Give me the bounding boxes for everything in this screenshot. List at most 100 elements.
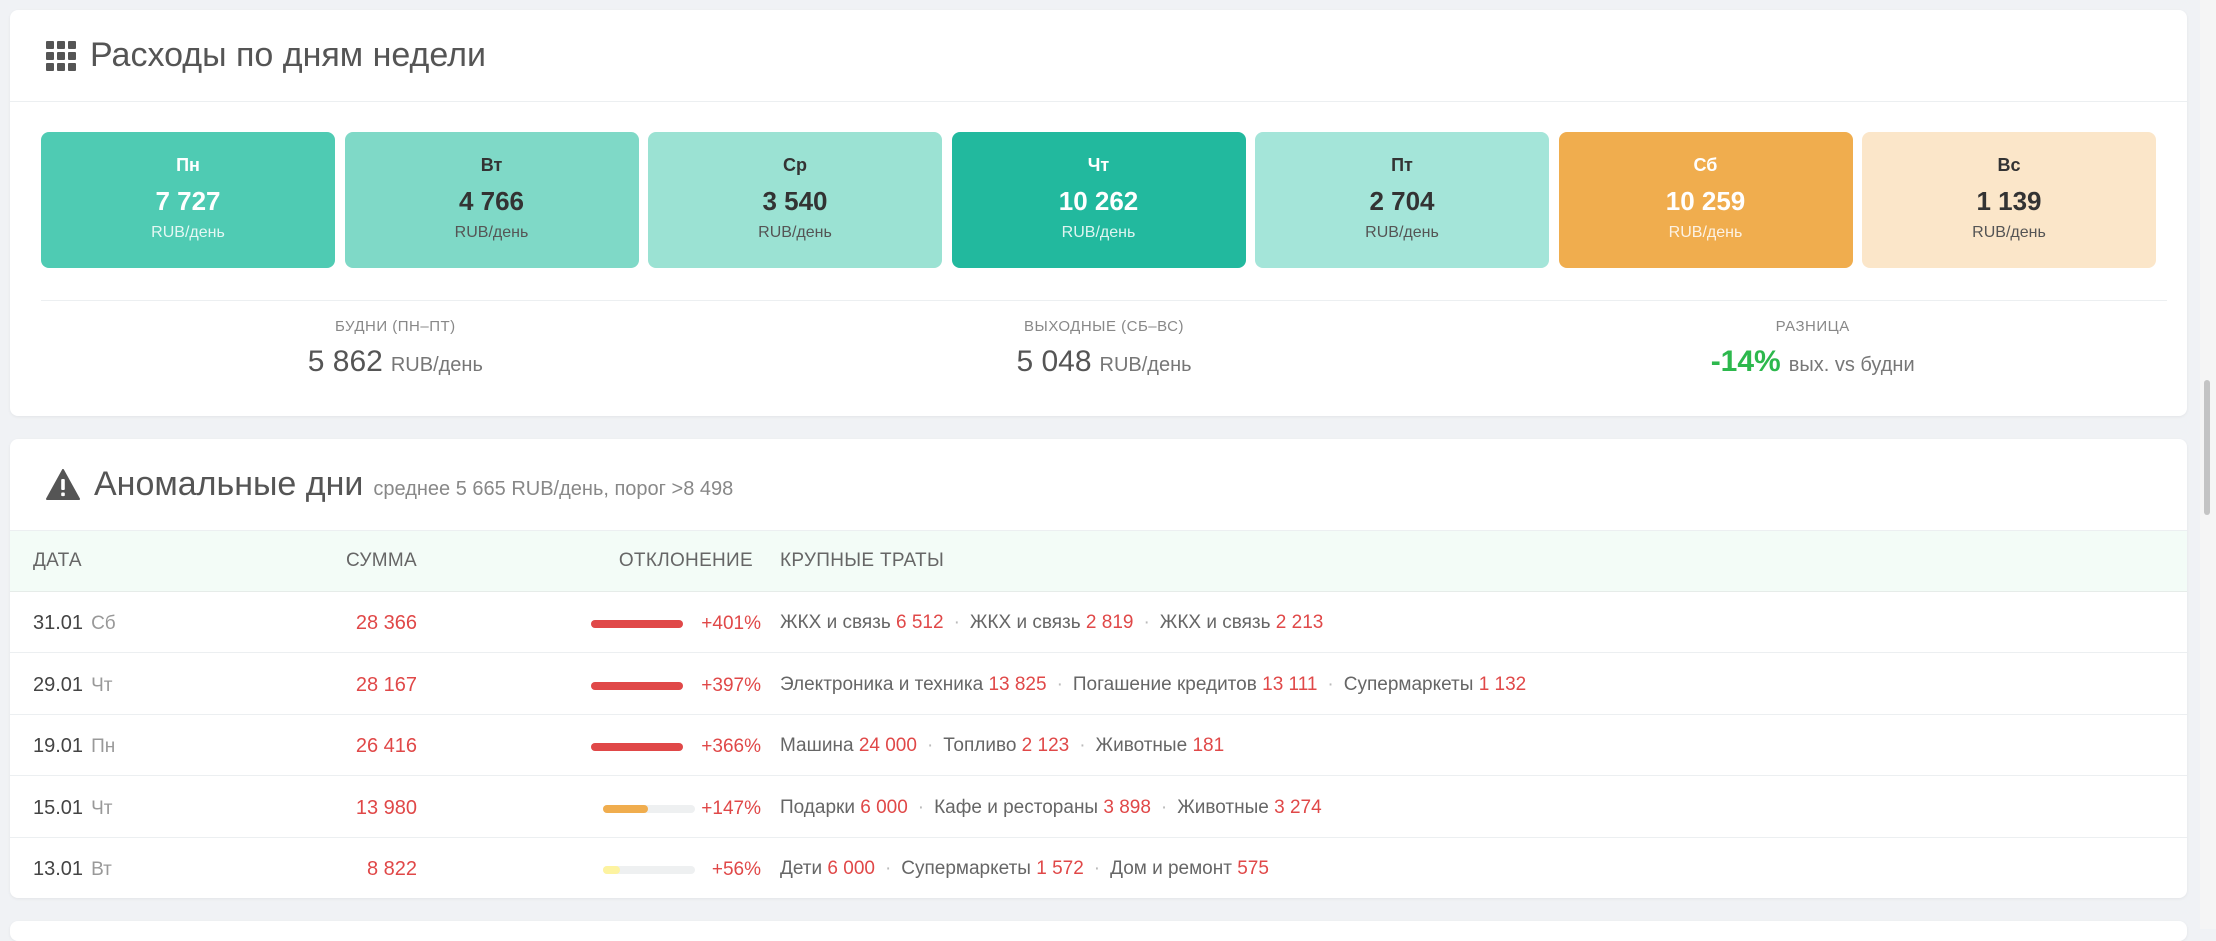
weekday-unit: RUB/день: [1061, 224, 1136, 241]
summary-stat: РАЗНИЦА -14% вых. vs будни: [1458, 318, 2167, 379]
column-header-sum[interactable]: СУММА: [346, 550, 417, 571]
row-weekday: Вт: [91, 859, 112, 880]
next-card-edge: [10, 921, 2187, 941]
row-date-cell: 19.01 Пн: [33, 735, 115, 758]
row-large-expenses: ЖКХ и связь 6 512 · ЖКХ и связь 2 819 · ЖКХ …: [780, 612, 1323, 634]
expense-amount: 2 819: [1085, 612, 1134, 633]
expense-category: Животные: [1095, 735, 1188, 756]
row-date: 15.01: [33, 796, 84, 819]
table-row[interactable]: 19.01 Пн 26 416 +366% Машина 24 000 · Топливо …: [10, 715, 2187, 776]
table-row[interactable]: 13.01 Вт 8 822 +56% Дети 6 000 · Супермаркеты …: [10, 838, 2187, 898]
scrollbar-thumb[interactable]: [2204, 380, 2210, 515]
row-date-cell: 29.01 Чт: [33, 674, 112, 697]
expense-category: Дети: [780, 858, 823, 879]
expense-amount: 3 274: [1274, 796, 1322, 818]
row-sum: 28 366: [355, 612, 417, 634]
expense-category: ЖКХ и связь: [780, 612, 891, 633]
row-date-cell: 13.01 Вт: [33, 858, 112, 881]
deviation-bar: [591, 681, 683, 690]
table-row[interactable]: 15.01 Чт 13 980 +147% Подарки 6 000 · Кафе и р…: [10, 777, 2187, 838]
row-large-expenses: Подарки 6 000 · Кафе и рестораны 3 898 · Жив…: [780, 797, 1322, 819]
weekday-tile: Вс 1 139 RUB/день: [1862, 132, 2156, 268]
row-date-cell: 31.01 Сб: [33, 612, 116, 635]
expense-amount: 575: [1237, 858, 1269, 879]
anomalous-days-card: Аномальные дни среднее 5 665 RUB/день, п…: [10, 439, 2187, 898]
weekday-unit: RUB/день: [454, 224, 529, 241]
row-sum: 13 980: [355, 796, 417, 819]
separator-dot: ·: [884, 858, 892, 879]
column-header-large-expenses[interactable]: КРУПНЫЕ ТРАТЫ: [780, 550, 945, 571]
summary-unit: RUB/день: [390, 354, 483, 376]
weekday-tile: Ср 3 540 RUB/день: [648, 132, 942, 268]
warning-icon: [46, 468, 80, 500]
separator-dot: ·: [1327, 673, 1334, 695]
column-header-deviation[interactable]: ОТКЛОНЕНИЕ: [618, 550, 753, 571]
summary-stat: БУДНИ (ПН–ПТ) 5 862 RUB/день: [41, 318, 750, 379]
expense-amount: 181: [1192, 735, 1225, 756]
row-deviation: +401%: [701, 613, 761, 634]
separator-dot: ·: [1093, 858, 1101, 879]
weekday-unit: RUB/день: [1668, 224, 1743, 241]
expense-category: Супермаркеты: [901, 858, 1031, 879]
deviation-bar: [591, 743, 683, 751]
expense-category: Машина: [780, 735, 854, 756]
separator-dot: ·: [1143, 612, 1150, 633]
row-weekday: Чт: [91, 674, 113, 696]
anomalies-table-header: ДАТА СУММА ОТКЛОНЕНИЕ КРУПНЫЕ ТРАТЫ: [10, 531, 2187, 592]
row-date-cell: 15.01 Чт: [33, 797, 112, 820]
weekday-card-title: Расходы по дням недели: [90, 36, 486, 74]
page-scrollbar[interactable]: [2200, 0, 2216, 929]
row-weekday: Чт: [91, 797, 113, 819]
expense-category: Электроника и техника: [780, 673, 984, 695]
weekday-tiles: Пн 7 727 RUB/день Вт 4 766 RUB/день Ср 3 540 RUB…: [41, 132, 2156, 268]
row-date: 13.01: [33, 858, 84, 880]
deviation-bar: [591, 620, 683, 628]
weekday-tile: Пт 2 704 RUB/день: [1255, 132, 1549, 268]
weekday-value: 2 704: [1369, 186, 1435, 216]
expense-amount: 3 898: [1103, 796, 1151, 818]
row-sum: 28 167: [355, 673, 417, 696]
weekday-name: Сб: [1693, 155, 1718, 175]
row-date: 29.01: [33, 673, 84, 696]
row-date: 31.01: [33, 612, 84, 634]
separator-dot: ·: [926, 735, 934, 756]
expense-category: ЖКХ и связь: [1159, 612, 1271, 633]
deviation-bar-fill: [591, 681, 683, 690]
expense-amount: 2 123: [1021, 735, 1070, 756]
separator-dot: ·: [1160, 796, 1168, 818]
row-date: 19.01: [33, 735, 84, 757]
anomalies-card-title: Аномальные дни: [94, 465, 364, 503]
summary-unit: RUB/день: [1099, 354, 1192, 376]
weekday-name: Вс: [1997, 155, 2021, 175]
separator-dot: ·: [1056, 673, 1063, 695]
expense-amount: 2 213: [1275, 612, 1324, 633]
weekday-name: Чт: [1087, 155, 1110, 175]
summary-value-row: 5 048 RUB/день: [1016, 345, 1191, 379]
summary-label: БУДНИ (ПН–ПТ): [334, 318, 456, 335]
expense-amount: 13 825: [988, 673, 1047, 695]
expense-category: Супермаркеты: [1343, 673, 1474, 695]
weekday-spending-card: Расходы по дням недели Пн 7 727 RUB/день Вт…: [10, 10, 2187, 416]
weekday-tile: Пн 7 727 RUB/день: [41, 132, 335, 268]
row-deviation: +397%: [701, 674, 761, 696]
summary-stat: ВЫХОДНЫЕ (СБ–ВС) 5 048 RUB/день: [750, 318, 1459, 379]
weekday-unit: RUB/день: [151, 224, 225, 241]
weekday-unit: RUB/день: [758, 224, 832, 241]
summary-unit: вых. vs будни: [1788, 354, 1915, 376]
deviation-bar-fill: [591, 743, 683, 751]
expense-amount: 1 572: [1036, 858, 1084, 879]
table-row[interactable]: 29.01 Чт 28 167 +397% Электроника и техника …: [10, 654, 2187, 715]
row-large-expenses: Электроника и техника 13 825 · Погашение к…: [780, 674, 1526, 696]
column-header-date[interactable]: ДАТА: [33, 550, 82, 571]
expense-category: Животные: [1177, 796, 1269, 818]
row-sum: 26 416: [355, 735, 417, 757]
expense-category: Дом и ремонт: [1110, 858, 1232, 879]
summary-divider: [41, 300, 2167, 301]
weekday-value: 10 262: [1058, 186, 1139, 216]
weekday-summary: БУДНИ (ПН–ПТ) 5 862 RUB/день ВЫХОДНЫЕ (СБ–В…: [41, 318, 2167, 379]
deviation-bar-fill: [591, 620, 683, 628]
expense-category: Кафе и рестораны: [934, 796, 1099, 818]
table-row[interactable]: 31.01 Сб 28 366 +401% ЖКХ и связь 6 512 · ЖКХ …: [10, 592, 2187, 653]
row-deviation: +147%: [701, 797, 761, 819]
summary-value-row: 5 862 RUB/день: [308, 345, 483, 379]
